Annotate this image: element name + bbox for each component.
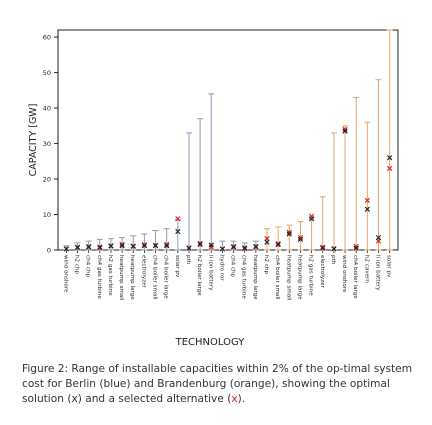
optimal-marker xyxy=(364,206,370,212)
plot-area: 0 10 20 30 40 50 60 CAPACITY [GW] TECHNOLOGY wind… xyxy=(28,29,399,348)
x-tick-label: h2 chp xyxy=(263,255,269,275)
plot-frame xyxy=(57,29,399,251)
alternative-marker xyxy=(342,126,348,132)
optimal-marker xyxy=(320,245,326,251)
caption-alt-marker: x xyxy=(231,393,238,405)
alternative-marker xyxy=(242,246,248,252)
x-tick-label: h2 gas turbine xyxy=(107,255,113,296)
alternative-marker xyxy=(353,243,359,250)
x-tick-label: heatpump small xyxy=(118,255,124,301)
optimal-marker xyxy=(375,234,382,241)
x-tick-label: electrolyzer xyxy=(319,255,325,289)
alternative-marker xyxy=(320,244,326,250)
x-tick-label: h2 boiler large xyxy=(196,255,202,296)
optimal-marker xyxy=(97,244,103,250)
x-tick-label: pth xyxy=(185,255,191,265)
optimal-marker xyxy=(130,243,136,249)
optimal-marker xyxy=(230,244,237,250)
x-tick-label: ch4 boiler small xyxy=(274,255,280,300)
y-tick-label-60: 60 xyxy=(43,34,51,42)
optimal-marker xyxy=(208,242,214,248)
optimal-marker xyxy=(108,243,114,249)
x-tick-label: pth xyxy=(330,255,336,265)
x-tick-label: ch4 boiler small xyxy=(152,255,158,300)
alternative-marker xyxy=(141,242,148,248)
caption-text-1: Figure 2: Range of installable capacitie… xyxy=(22,363,413,405)
alternative-marker xyxy=(175,216,181,222)
x-tick-label: heatpump large xyxy=(129,255,135,300)
x-tick-label: li ion battery xyxy=(207,255,213,291)
x-tick-label: solar pv xyxy=(174,255,180,278)
optimal-marker xyxy=(219,246,226,252)
optimal-marker xyxy=(141,243,148,249)
optimal-marker xyxy=(242,245,248,251)
y-tick-label-30: 30 xyxy=(43,140,51,148)
optimal-marker xyxy=(186,245,192,251)
alternative-marker xyxy=(275,240,281,247)
x-tick-label: h2 chp xyxy=(74,255,80,275)
x-tick-label: electrolyzer xyxy=(140,255,146,289)
figure-caption: Figure 2: Range of installable capacitie… xyxy=(22,362,414,407)
optimal-marker xyxy=(197,240,203,247)
x-tick-label: ch4 boiler large xyxy=(163,255,169,299)
alternative-marker xyxy=(364,197,370,203)
alternative-marker xyxy=(119,241,125,247)
optimal-marker xyxy=(119,243,125,249)
alternative-marker xyxy=(197,242,203,248)
optimal-marker xyxy=(63,246,69,252)
optimal-marker xyxy=(297,236,304,242)
x-tick-label: h2 cavern xyxy=(363,255,369,283)
optimal-marker xyxy=(164,243,170,249)
x-tick-label: ch4 gas turbine xyxy=(96,255,102,299)
x-tick-label: heatpump small xyxy=(285,255,291,301)
x-tick-label: wind onshore xyxy=(62,255,68,293)
x-tick-label: ch4 chp xyxy=(230,255,236,278)
x-tick-label: li ion battery xyxy=(374,255,380,291)
x-tick-label: ch4 gas turbine xyxy=(241,255,247,299)
y-tick-label-40: 40 xyxy=(43,105,51,113)
y-tick-label-50: 50 xyxy=(43,69,51,77)
x-tick-label: hydro ror xyxy=(218,255,224,281)
optimal-marker xyxy=(342,128,348,134)
y-tick-label-20: 20 xyxy=(43,176,51,184)
x-tick-label: ch4 boiler large xyxy=(352,255,358,299)
y-tick-label-0: 0 xyxy=(47,247,51,255)
x-tick-label: ch4 chp xyxy=(85,255,91,278)
alternative-marker xyxy=(387,165,393,172)
optimal-marker xyxy=(175,228,181,235)
alternative-marker xyxy=(286,229,292,235)
optimal-marker xyxy=(74,244,81,251)
optimal-marker xyxy=(152,242,159,249)
y-tick-label-10: 10 xyxy=(43,211,51,219)
alternative-marker xyxy=(164,241,170,247)
optimal-marker xyxy=(86,244,92,250)
x-tick-label: heatpump large xyxy=(296,255,302,300)
optimal-marker xyxy=(286,231,292,237)
alternative-marker xyxy=(297,234,304,241)
optimal-marker xyxy=(275,242,281,248)
optimal-marker xyxy=(331,246,337,252)
x-tick-label: solar pv xyxy=(386,255,392,278)
y-axis-label: CAPACITY [GW] xyxy=(28,104,39,177)
caption-text-2: ). xyxy=(237,393,246,405)
x-tick-label: h2 gas turbine xyxy=(308,255,314,296)
x-axis-label: TECHNOLOGY xyxy=(175,337,246,348)
capacity-range-chart: 0 10 20 30 40 50 60 CAPACITY [GW] TECHNOLOGY wind… xyxy=(28,29,399,348)
x-tick-label: heatpump large xyxy=(252,255,258,300)
optimal-marker xyxy=(353,245,359,251)
optimal-marker xyxy=(308,216,315,222)
optimal-marker xyxy=(253,243,259,250)
x-tick-label: wind onshore xyxy=(341,255,347,293)
optimal-marker xyxy=(387,155,393,161)
optimal-marker xyxy=(264,239,270,245)
